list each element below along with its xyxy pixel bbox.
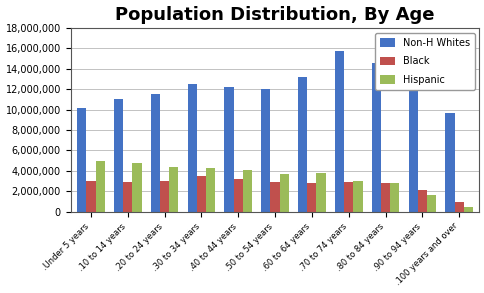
Bar [86,181,95,212]
Bar [417,190,426,212]
Bar [371,63,380,212]
Title: Population Distribution, By Age: Population Distribution, By Age [115,6,434,23]
Bar [279,174,288,212]
Bar [242,170,252,212]
Bar [187,84,197,212]
Bar [261,89,270,212]
Bar [151,94,160,212]
Bar [160,181,169,212]
Bar [444,113,454,212]
Legend: Non-H Whites, Black, Hispanic: Non-H Whites, Black, Hispanic [375,33,474,90]
Bar [132,163,141,212]
Bar [95,161,105,212]
Bar [307,183,316,212]
Bar [334,51,343,212]
Bar [169,167,178,212]
Bar [463,207,472,212]
Bar [408,78,417,212]
Bar [389,183,398,212]
Bar [206,168,215,212]
Bar [114,99,123,212]
Bar [352,181,362,212]
Bar [343,182,352,212]
Bar [298,77,307,212]
Bar [224,87,233,212]
Bar [454,202,463,212]
Bar [380,183,389,212]
Bar [316,173,325,212]
Bar [77,108,86,212]
Bar [197,176,206,212]
Bar [233,179,242,212]
Bar [123,182,132,212]
Bar [426,195,435,212]
Bar [270,182,279,212]
